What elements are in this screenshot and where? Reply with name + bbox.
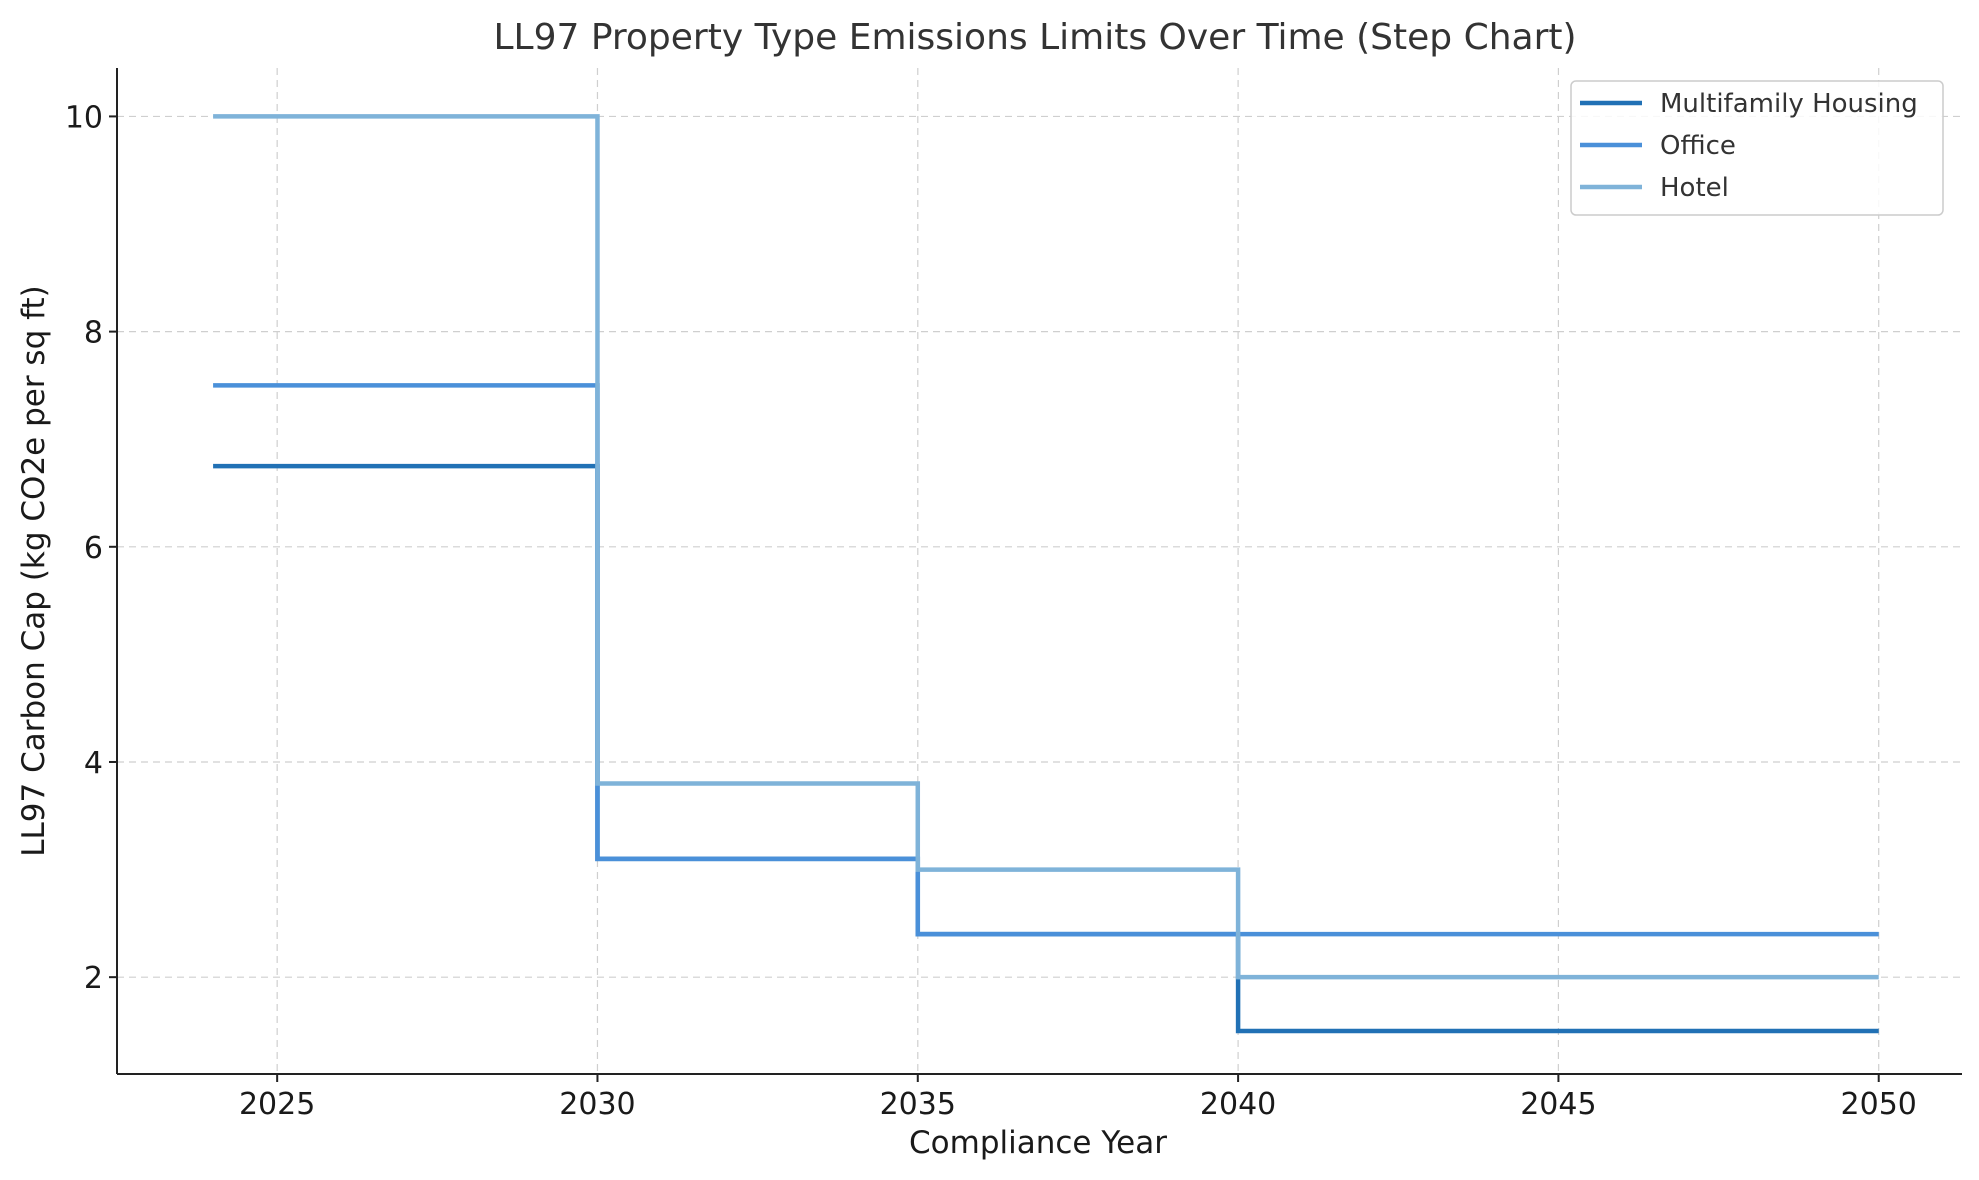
x-tick-label: 2050 <box>1841 1087 1917 1122</box>
x-axis-label: Compliance Year <box>909 1125 1167 1161</box>
grid-layer <box>117 68 1962 1074</box>
legend-box <box>1570 80 1944 216</box>
y-tick-label: 6 <box>84 531 103 566</box>
series-line-multifamily-housing <box>213 463 1879 1034</box>
tick-layer: 2025 2030 2035 2040 2045 2050 2 4 6 8 10 <box>65 100 1917 1122</box>
axes-layer <box>116 68 1962 1075</box>
y-tick-label: 2 <box>84 961 103 996</box>
x-tick-label: 2040 <box>1200 1087 1276 1122</box>
x-tick-label: 2035 <box>880 1087 956 1122</box>
x-tick-label: 2045 <box>1520 1087 1596 1122</box>
series-line-hotel <box>213 114 1879 980</box>
x-tick-label: 2025 <box>239 1087 315 1122</box>
x-tick-label: 2030 <box>559 1087 635 1122</box>
legend: Multifamily Housing Office Hotel <box>1570 80 1944 216</box>
legend-label-office: Office <box>1660 131 1736 161</box>
series-layer <box>213 114 1879 1034</box>
chart-title: LL97 Property Type Emissions Limits Over… <box>493 17 1576 58</box>
legend-label-multifamily-housing: Multifamily Housing <box>1660 89 1918 119</box>
legend-label-hotel: Hotel <box>1660 173 1729 203</box>
y-tick-label: 4 <box>84 746 103 781</box>
y-axis-label: LL97 Carbon Cap (kg CO2e per sq ft) <box>16 285 52 856</box>
y-tick-label: 10 <box>65 100 103 135</box>
y-tick-label: 8 <box>84 316 103 351</box>
